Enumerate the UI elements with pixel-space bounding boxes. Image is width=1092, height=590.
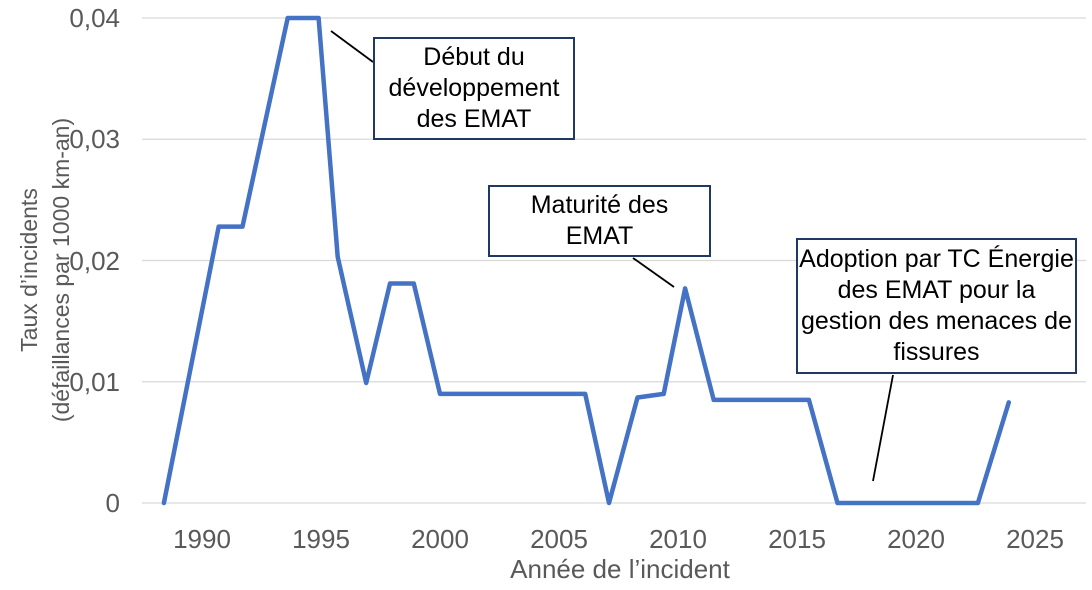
x-tick-label-2020: 2020 (887, 524, 945, 554)
x-tick-label-2025: 2025 (1006, 524, 1064, 554)
annotation-text-line: des EMAT pour la (837, 276, 1036, 304)
leader-line-debut-developpement-emat (330, 30, 374, 63)
incident-rate-line (161, 15, 1012, 506)
y-tick-label-0,03: 0,03 (69, 124, 120, 155)
y-tick-label-0,02: 0,02 (69, 245, 120, 276)
annotation-debut-developpement-emat: Début du développement des EMAT (373, 37, 575, 140)
x-tick-label-2005: 2005 (530, 524, 588, 554)
leader-line-maturite-emat (632, 257, 675, 288)
x-tick-label-2015: 2015 (768, 524, 826, 554)
annotation-text-line: EMAT (565, 222, 634, 250)
x-tick-label-1990: 1990 (173, 524, 231, 554)
annotation-text-line: Adoption par TC Énergie (799, 245, 1074, 273)
leader-line-adoption-tc-energie (872, 374, 894, 482)
annotation-maturite-emat: Maturité des EMAT (488, 185, 711, 257)
y-tick-label-0,01: 0,01 (69, 366, 120, 397)
annotation-text-line: gestion des menaces de (800, 307, 1072, 335)
y-axis-title: Taux d’incidents (défaillances par 1000 … (13, 0, 77, 550)
annotation-text-line: fissures (893, 338, 980, 366)
x-axis-title: Année de l’incident (510, 554, 730, 584)
annotation-adoption-tc-energie: Adoption par TC Énergie des EMAT pour la g… (796, 238, 1077, 374)
y-axis-title-line1: Taux d’incidents (16, 188, 42, 352)
x-tick-label-2000: 2000 (411, 524, 469, 554)
annotation-text-line: Début du (423, 43, 525, 71)
annotation-text-line: Maturité des (530, 191, 669, 219)
x-tick-label-2010: 2010 (649, 524, 707, 554)
x-tick-label-1995: 1995 (292, 524, 350, 554)
y-tick-label-0: 0 (105, 488, 120, 518)
annotation-text-line: des EMAT (416, 105, 532, 133)
annotation-text-line: développement (388, 74, 560, 102)
y-tick-label-0,04: 0,04 (69, 3, 120, 33)
y-axis-title-line2: (défaillances par 1000 km-an) (48, 117, 74, 423)
